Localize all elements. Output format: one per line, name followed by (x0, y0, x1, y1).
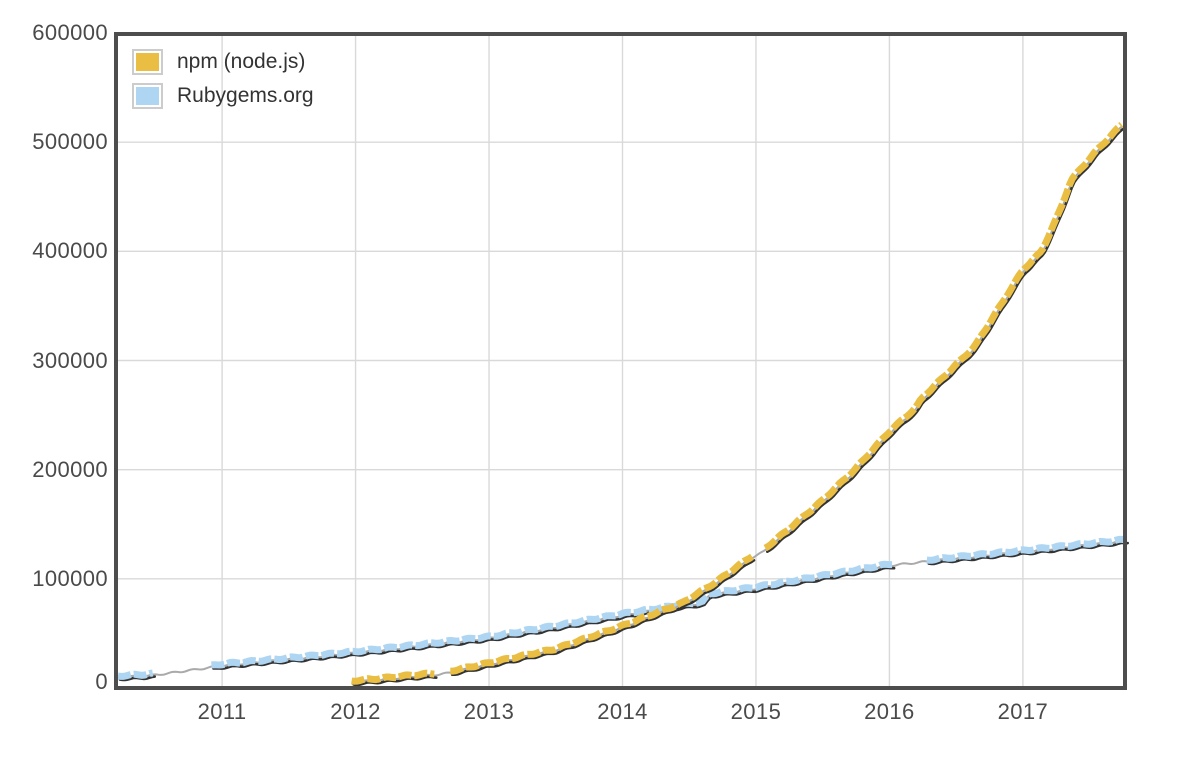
rubygems-series-line (926, 535, 1127, 564)
y-axis-tick-label: 300000 (32, 347, 108, 373)
x-axis-tick-label: 2015 (730, 699, 782, 724)
y-axis-tick-label: 0 (95, 669, 108, 694)
rubygems-series (117, 535, 1129, 682)
x-axis-tick-label: 2011 (197, 699, 247, 724)
x-axis-tick-label: 2014 (597, 699, 648, 724)
rubygems-legend-label: Rubygems.org (177, 84, 314, 107)
y-axis-tick-label: 100000 (32, 565, 108, 591)
y-axis-tick-label: 400000 (32, 238, 108, 264)
y-axis-tick-label: 500000 (32, 129, 108, 155)
npm-series-line (351, 669, 435, 685)
y-axis-tick-label: 200000 (32, 456, 108, 482)
npm-base-line (351, 125, 1123, 684)
x-axis-tick-label: 2017 (997, 699, 1049, 724)
plot-border (114, 32, 1127, 690)
npm-legend-label: npm (node.js) (177, 50, 306, 73)
npm-legend-swatch (132, 49, 163, 75)
x-axis-tick-label: 2013 (463, 699, 515, 724)
legend-item-npm: npm (node.js) (132, 49, 314, 75)
rubygems-legend-swatch (132, 83, 163, 109)
y-axis-tick-label: 600000 (32, 20, 108, 45)
rubygems-shadow-line (212, 566, 896, 670)
npm-series-line (450, 553, 754, 675)
x-axis-tick-label: 2016 (864, 699, 915, 724)
legend-item-rubygems: Rubygems.org (132, 83, 314, 109)
gridlines (118, 35, 1124, 686)
x-axis-tick-label: 2012 (330, 699, 381, 724)
rubygems-series-line (211, 560, 893, 669)
rubygems-series-line (117, 669, 154, 680)
npm-shadow-line (451, 558, 756, 676)
legend: npm (node.js) Rubygems.org (132, 49, 314, 117)
npm-series (351, 122, 1125, 687)
npm-shadow-line (352, 675, 438, 687)
npm-series-line (763, 122, 1124, 552)
